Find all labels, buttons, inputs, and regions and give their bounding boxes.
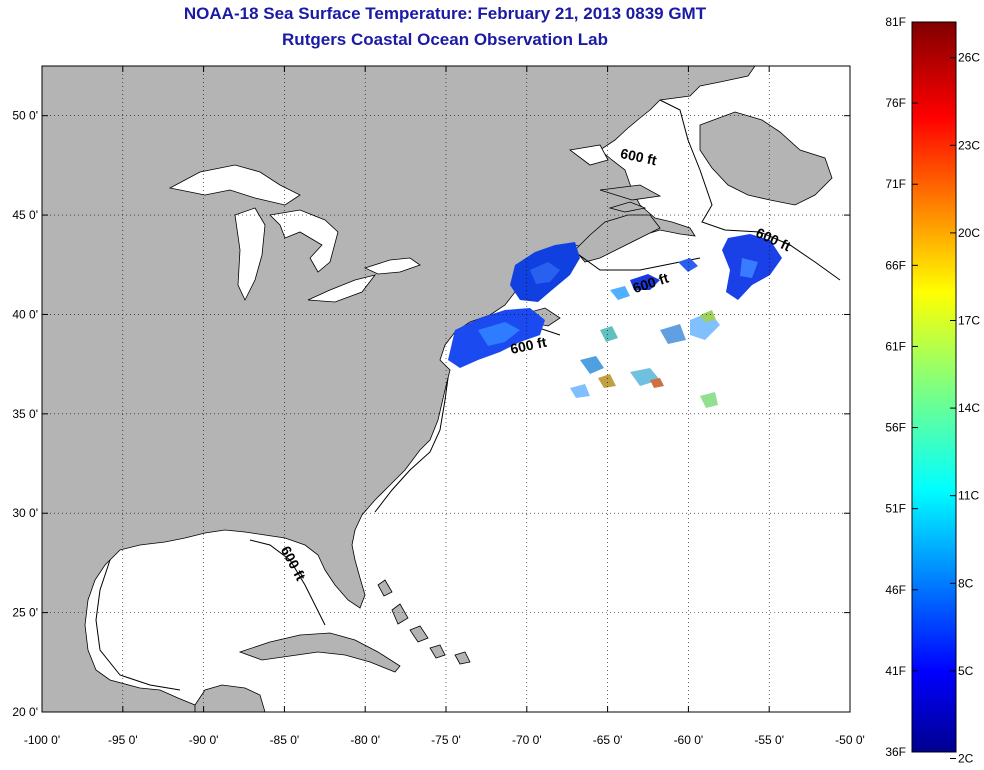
sst-data [448, 234, 782, 408]
lon-tick-label: -95 0' [108, 733, 138, 747]
colorbar-f-label: 56F [885, 421, 906, 435]
colorbar-f-label: 36F [885, 745, 906, 759]
great-lakes [168, 144, 609, 303]
map-area [42, 66, 850, 712]
colorbar-c-label: 8C [958, 576, 974, 590]
colorbar-c-label: 23C [958, 138, 980, 152]
lat-tick-label: 25 0' [12, 606, 38, 620]
colorbar-f-label: 71F [885, 177, 906, 191]
lon-tick-label: -60 0' [674, 733, 704, 747]
lon-tick-label: -90 0' [189, 733, 219, 747]
colorbar-f-label: 46F [885, 583, 906, 597]
lat-tick-label: 50 0' [12, 109, 38, 123]
lon-tick-label: -80 0' [350, 733, 380, 747]
land-yucatan [194, 684, 266, 712]
colorbar [911, 21, 957, 753]
lon-tick-label: -75 0' [431, 733, 461, 747]
colorbar-fahrenheit-labels: 81F 76F 71F 66F 61F 56F 51F 46F 41F 36F [885, 15, 918, 759]
colorbar-c-label: 20C [958, 226, 980, 240]
colorbar-c-label: 26C [958, 51, 980, 65]
land-newfoundland [699, 111, 833, 206]
depth-contour-600ft [95, 99, 841, 691]
lon-tick-label: -70 0' [512, 733, 542, 747]
lon-tick-label: -100 0' [24, 733, 60, 747]
lon-tick-label: -55 0' [754, 733, 784, 747]
land-nova-scotia [574, 214, 661, 263]
colorbar-c-label: 17C [958, 313, 980, 327]
colorbar-f-label: 61F [885, 339, 906, 353]
land-bahamas [377, 579, 471, 665]
lat-tick-label: 30 0' [12, 506, 38, 520]
colorbar-c-label: 11C [958, 489, 979, 503]
lon-tick-label: -85 0' [270, 733, 300, 747]
lat-tick-label: 40 0' [12, 307, 38, 321]
colorbar-f-label: 51F [885, 502, 906, 516]
lat-tick-label: 20 0' [12, 705, 38, 719]
colorbar-c-label: 5C [958, 664, 974, 678]
contour-label: 600 ft [619, 145, 658, 168]
colorbar-f-label: 66F [885, 258, 906, 272]
lon-tick-label: -65 0' [593, 733, 623, 747]
colorbar-f-label: 76F [885, 96, 906, 110]
map-subtitle: Rutgers Coastal Ocean Observation Lab [282, 30, 608, 49]
longitude-ticks: -100 0' -95 0' -90 0' -85 0' -80 0' -75 0' -70… [24, 66, 865, 747]
colorbar-f-label: 41F [885, 664, 906, 678]
colorbar-celsius-labels: 26C 23C 20C 17C 14C 11C 8C 5C 2C [950, 51, 980, 765]
map-title: NOAA-18 Sea Surface Temperature: Februar… [183, 4, 707, 23]
lon-tick-label: -50 0' [835, 733, 865, 747]
latitude-ticks: 20 0' 25 0' 30 0' 35 0' 40 0' 45 0' 50 0' [12, 109, 850, 719]
contour-label: 600 ft [509, 334, 548, 357]
lat-tick-label: 35 0' [12, 407, 38, 421]
colorbar-f-label: 81F [885, 15, 906, 29]
colorbar-c-label: 2C [958, 751, 974, 765]
lat-lon-grid [42, 66, 850, 712]
lat-tick-label: 45 0' [12, 208, 38, 222]
land-cuba [238, 632, 401, 673]
colorbar-c-label: 14C [958, 401, 980, 415]
